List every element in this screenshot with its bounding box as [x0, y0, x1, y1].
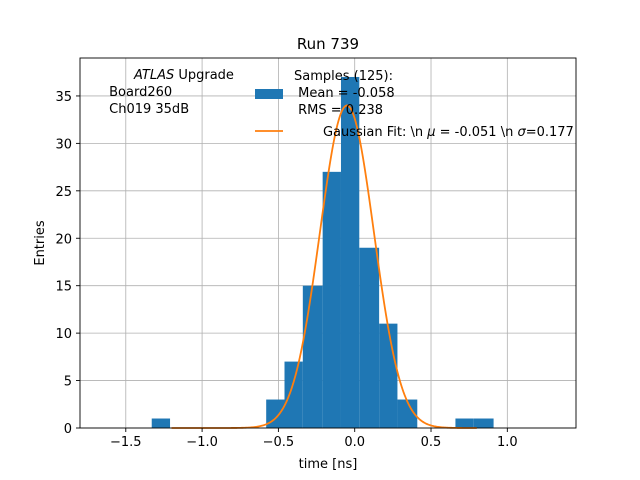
- plot-frame: [79, 57, 577, 429]
- histogram-bar-10: [473, 418, 494, 428]
- legend-fit-label: Gaussian Fit: \n μ = -0.051 \n σ=0.177: [294, 125, 594, 140]
- legend-fit-sigma: σ: [517, 125, 526, 140]
- x-tick-label-0: −1.5: [110, 435, 142, 450]
- y-tick-label-5: 25: [55, 185, 72, 200]
- y-tick-label-1: 5: [64, 375, 72, 390]
- annotation-board: Board260: [105, 85, 172, 100]
- annotation-upgrade: Upgrade: [174, 68, 234, 83]
- histogram-bar-7: [379, 323, 398, 428]
- legend-hist-swatch: [255, 89, 283, 99]
- y-axis-label: Entries: [33, 220, 48, 266]
- histogram-bar-4: [322, 171, 341, 428]
- y-tick-label-7: 35: [55, 90, 72, 105]
- y-axis-ticks: 0 5 10 15 20 25 30 35: [55, 90, 80, 437]
- legend-fit-mid: = -0.051 \n: [436, 125, 518, 140]
- histogram-bar-3: [302, 285, 323, 428]
- legend-hist-line2: Mean = -0.058: [294, 86, 395, 101]
- legend-hist-line1: Samples (125):: [294, 69, 393, 84]
- histogram-bar-9: [455, 418, 474, 428]
- x-tick-label-4: 0.5: [421, 435, 442, 450]
- svg-text:ATLAS Upgrade: ATLAS Upgrade: [105, 68, 255, 83]
- histogram-bar-0: [151, 418, 171, 428]
- atlas-annotation: ATLAS Upgrade Board260 Ch019 35dB: [105, 68, 255, 117]
- x-tick-label-3: 0.0: [344, 435, 365, 450]
- y-tick-label-3: 15: [55, 280, 72, 295]
- annotation-atlas: ATLAS: [133, 68, 174, 83]
- histogram-bar-6: [359, 247, 380, 428]
- x-axis-label: time [ns]: [299, 457, 358, 472]
- histogram-bars: [151, 76, 494, 428]
- legend-hist-line3: RMS = 0.238: [294, 103, 383, 118]
- y-tick-label-0: 0: [64, 422, 72, 437]
- x-tick-label-1: −1.0: [186, 435, 218, 450]
- y-tick-label-4: 20: [55, 232, 72, 247]
- x-tick-label-2: −0.5: [263, 435, 295, 450]
- x-tick-label-5: 1.0: [497, 435, 518, 450]
- legend: Samples (125): Mean = -0.058 RMS = 0.238…: [255, 69, 594, 140]
- histogram-bar-2: [284, 361, 303, 428]
- legend-fit-prefix: Gaussian Fit: \n: [323, 125, 427, 140]
- histogram-bar-5: [340, 76, 360, 428]
- legend-fit-mu: μ: [426, 125, 435, 140]
- legend-fit-suffix: =0.177: [526, 125, 574, 140]
- annotation-channel: Ch019 35dB: [105, 102, 189, 117]
- y-tick-label-2: 10: [55, 327, 72, 342]
- chart-title: Run 739: [297, 35, 359, 53]
- y-tick-label-6: 30: [55, 137, 72, 152]
- histogram-bar-8: [397, 399, 418, 428]
- x-axis-ticks: −1.5 −1.0 −0.5 0.0 0.5 1.0: [110, 428, 518, 450]
